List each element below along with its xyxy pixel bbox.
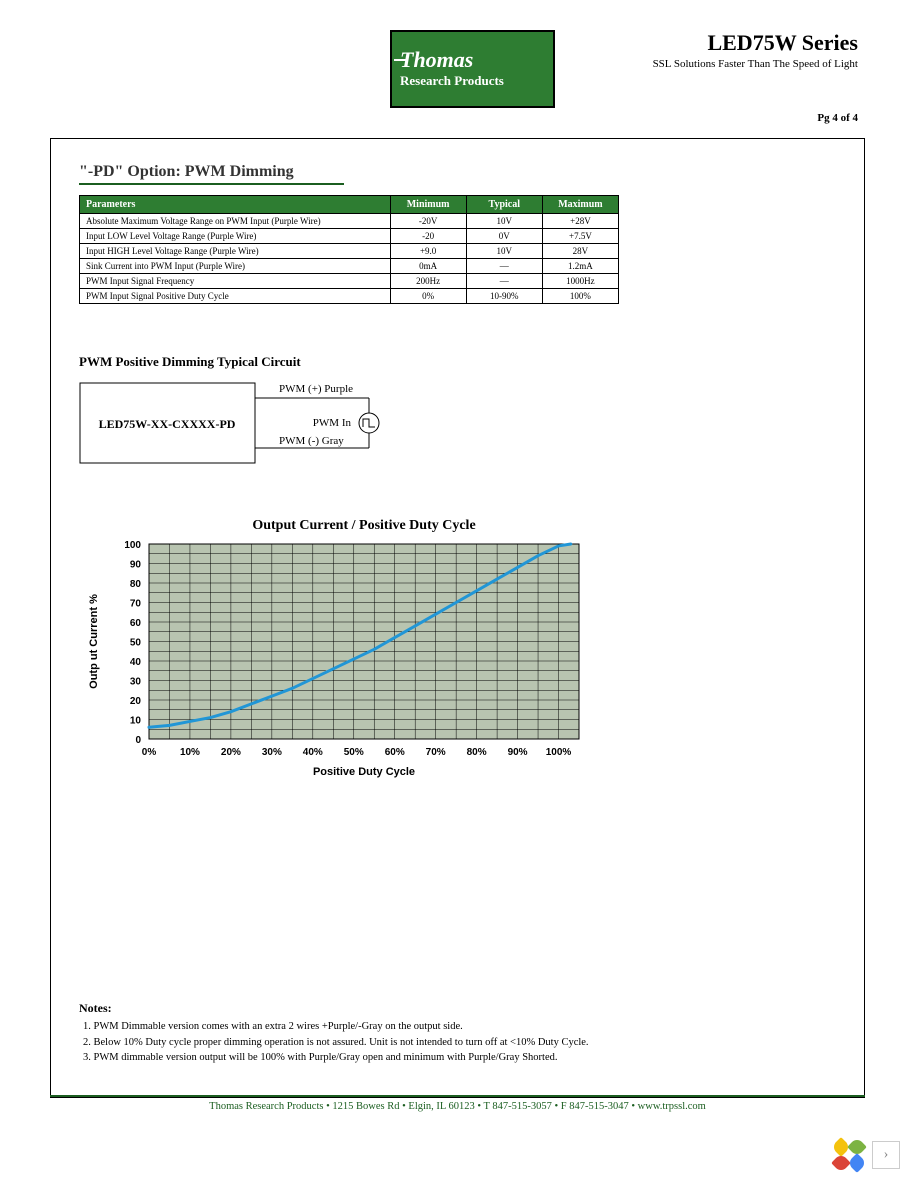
svg-text:Outp ut Current %: Outp ut Current %: [88, 594, 100, 689]
svg-text:20%: 20%: [221, 747, 241, 758]
circuit-source-label: PWM In: [313, 417, 352, 429]
table-row: Input LOW Level Voltage Range (Purple Wi…: [80, 229, 619, 244]
corner-widget: ›: [834, 1140, 900, 1170]
notes-title: Notes:: [79, 1001, 836, 1016]
value-cell: 100%: [542, 289, 618, 304]
svg-text:90: 90: [130, 560, 142, 571]
value-cell: 0V: [466, 229, 542, 244]
tagline: SSL Solutions Faster Than The Speed of L…: [653, 58, 858, 70]
circuit-wire-top-label: PWM (+) Purple: [279, 383, 353, 395]
svg-text:Positive Duty Cycle: Positive Duty Cycle: [313, 766, 415, 778]
next-button[interactable]: ›: [872, 1141, 900, 1169]
page-footer: Thomas Research Products • 1215 Bowes Rd…: [50, 1095, 865, 1112]
series-title: LED75W Series: [707, 30, 858, 56]
value-cell: 1000Hz: [542, 274, 618, 289]
value-cell: 28V: [542, 244, 618, 259]
param-cell: Absolute Maximum Voltage Range on PWM In…: [80, 214, 391, 229]
svg-text:80%: 80%: [467, 747, 487, 758]
pinwheel-icon: [834, 1140, 864, 1170]
page-header: Thomas Research Products LED75W Series S…: [0, 0, 918, 130]
note-item: 1. PWM Dimmable version comes with an ex…: [83, 1020, 836, 1035]
svg-text:0%: 0%: [142, 747, 157, 758]
svg-text:40%: 40%: [303, 747, 323, 758]
logo-bottom-text: Research Products: [400, 73, 545, 89]
th-minimum: Minimum: [390, 196, 466, 214]
value-cell: —: [466, 259, 542, 274]
svg-text:10: 10: [130, 716, 142, 727]
svg-text:70: 70: [130, 599, 142, 610]
svg-text:60%: 60%: [385, 747, 405, 758]
value-cell: +7.5V: [542, 229, 618, 244]
chart-block: Output Current / Positive Duty Cycle 0% 1…: [79, 518, 836, 799]
th-maximum: Maximum: [542, 196, 618, 214]
parameters-table: Parameters Minimum Typical Maximum Absol…: [79, 195, 619, 304]
value-cell: +28V: [542, 214, 618, 229]
value-cell: -20: [390, 229, 466, 244]
table-row: PWM Input Signal Frequency200Hz—1000Hz: [80, 274, 619, 289]
content-frame: "-PD" Option: PWM Dimming Parameters Min…: [50, 138, 865, 1098]
svg-text:30%: 30%: [262, 747, 282, 758]
value-cell: 0mA: [390, 259, 466, 274]
svg-text:50: 50: [130, 638, 142, 649]
param-cell: Input LOW Level Voltage Range (Purple Wi…: [80, 229, 391, 244]
svg-text:70%: 70%: [426, 747, 446, 758]
circuit-wire-bottom-label: PWM (-) Gray: [279, 435, 344, 447]
param-cell: PWM Input Signal Positive Duty Cycle: [80, 289, 391, 304]
value-cell: —: [466, 274, 542, 289]
param-cell: Input HIGH Level Voltage Range (Purple W…: [80, 244, 391, 259]
value-cell: 10V: [466, 214, 542, 229]
svg-text:80: 80: [130, 579, 142, 590]
svg-text:20: 20: [130, 696, 142, 707]
circuit-diagram: LED75W-XX-CXXXX-PD PWM (+) Purple PWM (-…: [79, 378, 499, 478]
table-row: Sink Current into PWM Input (Purple Wire…: [80, 259, 619, 274]
svg-text:60: 60: [130, 618, 142, 629]
th-typical: Typical: [466, 196, 542, 214]
svg-text:40: 40: [130, 657, 142, 668]
table-row: PWM Input Signal Positive Duty Cycle0%10…: [80, 289, 619, 304]
svg-text:100: 100: [124, 540, 141, 551]
notes-block: Notes: 1. PWM Dimmable version comes wit…: [79, 1001, 836, 1067]
table-header-row: Parameters Minimum Typical Maximum: [80, 196, 619, 214]
value-cell: -20V: [390, 214, 466, 229]
svg-text:50%: 50%: [344, 747, 364, 758]
chevron-right-icon: ›: [884, 1147, 889, 1163]
svg-text:90%: 90%: [508, 747, 528, 758]
th-parameters: Parameters: [80, 196, 391, 214]
table-row: Absolute Maximum Voltage Range on PWM In…: [80, 214, 619, 229]
svg-text:10%: 10%: [180, 747, 200, 758]
param-cell: Sink Current into PWM Input (Purple Wire…: [80, 259, 391, 274]
circuit-diagram-block: PWM Positive Dimming Typical Circuit LED…: [79, 354, 836, 478]
value-cell: 0%: [390, 289, 466, 304]
logo-top-text: Thomas: [400, 49, 545, 71]
value-cell: 10V: [466, 244, 542, 259]
value-cell: 10-90%: [466, 289, 542, 304]
page-number: Pg 4 of 4: [817, 112, 858, 124]
section-title: "-PD" Option: PWM Dimming: [79, 163, 344, 185]
output-current-chart: 0% 10% 20% 30% 40% 50% 60% 70% 80% 90% 100% 0 10 20 30…: [79, 534, 639, 794]
value-cell: +9.0: [390, 244, 466, 259]
svg-text:0: 0: [135, 735, 141, 746]
svg-text:100%: 100%: [546, 747, 572, 758]
svg-text:30: 30: [130, 677, 142, 688]
param-cell: PWM Input Signal Frequency: [80, 274, 391, 289]
circuit-box-label: LED75W-XX-CXXXX-PD: [99, 417, 236, 431]
value-cell: 1.2mA: [542, 259, 618, 274]
notes-list: 1. PWM Dimmable version comes with an ex…: [79, 1020, 836, 1066]
value-cell: 200Hz: [390, 274, 466, 289]
table-row: Input HIGH Level Voltage Range (Purple W…: [80, 244, 619, 259]
note-item: 3. PWM dimmable version output will be 1…: [83, 1051, 836, 1066]
circuit-title: PWM Positive Dimming Typical Circuit: [79, 354, 836, 370]
note-item: 2. Below 10% Duty cycle proper dimming o…: [83, 1036, 836, 1051]
company-logo: Thomas Research Products: [390, 30, 555, 108]
chart-title: Output Current / Positive Duty Cycle: [129, 518, 599, 534]
